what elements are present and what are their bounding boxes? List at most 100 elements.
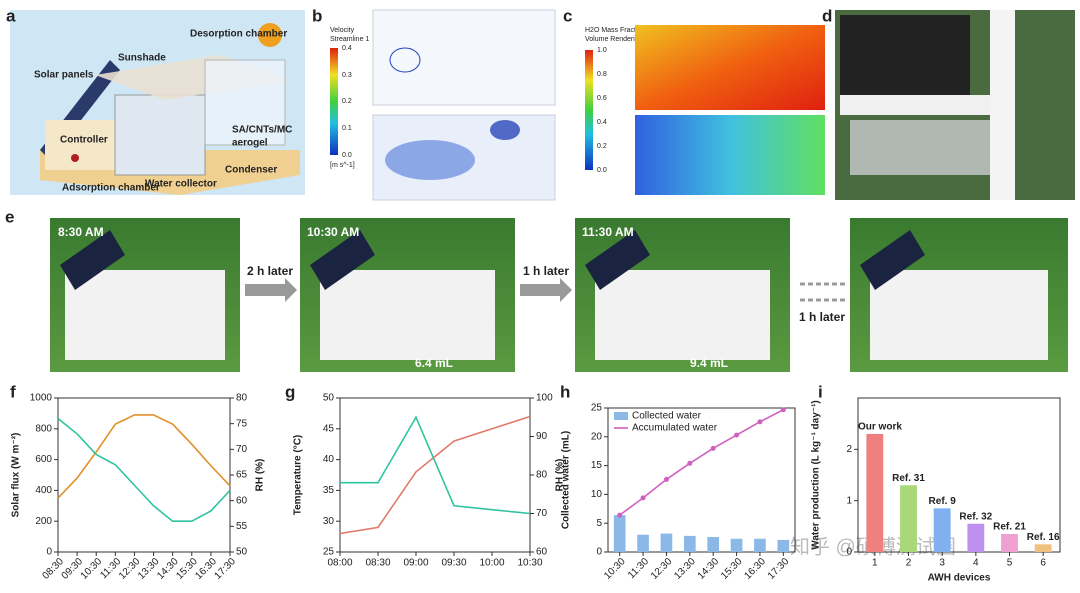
y2-axis-label: RH (%)	[555, 459, 566, 492]
y2-tick-label: 75	[236, 418, 248, 429]
solar-panel	[585, 230, 650, 290]
devices	[65, 270, 1048, 360]
x-tick-label: 12:30	[649, 556, 675, 582]
y2-tick-label: 50	[236, 547, 248, 558]
time-label: 11:30 AM	[582, 225, 634, 239]
y2-tick-label: 80	[236, 393, 248, 404]
device	[870, 270, 1048, 360]
colorbar-tick: 0.6	[597, 95, 607, 102]
y-tick-label: 5	[596, 518, 602, 529]
y-tick-label: 25	[591, 403, 603, 414]
colorbar-tick: 1.0	[597, 47, 607, 54]
colorbar-tick: 0.2	[342, 98, 352, 105]
volume-label: 6.4 mL	[415, 356, 453, 370]
vortex	[490, 120, 520, 140]
x-tick-label: 4	[973, 558, 979, 569]
label: Solar panels	[34, 70, 94, 81]
photo-part	[990, 10, 1015, 200]
bar	[866, 433, 884, 552]
device	[320, 270, 495, 360]
colorbar-tick: 0.1	[342, 125, 352, 132]
photo-part	[840, 95, 1000, 115]
colorbar-tick: 0.3	[342, 72, 352, 79]
y-tick-label: 1	[846, 495, 852, 506]
colorbar-tick: 0.4	[597, 119, 607, 126]
x-tick-label: 10:30	[602, 556, 628, 582]
line-marker	[757, 419, 763, 425]
x-tick-label: 17:30	[213, 556, 239, 582]
line-marker	[617, 512, 623, 518]
x-tick-label: 09:00	[403, 558, 428, 569]
bar	[730, 538, 743, 552]
solar-panel	[60, 230, 125, 290]
colorbar	[330, 48, 338, 155]
y2-tick-label: 60	[536, 547, 548, 558]
bar	[777, 539, 790, 552]
y-tick-label: 400	[35, 485, 52, 496]
device	[65, 270, 225, 360]
bar	[1034, 544, 1052, 552]
title-line: H2O Mass Fraction	[585, 27, 645, 34]
y-tick-label: 30	[323, 516, 335, 527]
x-axis-label: AWH devices	[928, 573, 991, 584]
colorbar-tick: 0.8	[597, 71, 607, 78]
bar-annotation: Our work	[858, 422, 902, 433]
vortex	[385, 140, 475, 180]
y2-tick-label: 100	[536, 393, 553, 404]
x-tick-label: 5	[1007, 558, 1013, 569]
panel-letter: f	[10, 382, 16, 401]
photo-part	[850, 120, 990, 175]
y-tick-label: 10	[591, 489, 603, 500]
x-tick-label: 08:00	[327, 558, 352, 569]
controller-box	[45, 120, 115, 170]
device	[595, 270, 770, 360]
colorbar	[585, 50, 593, 170]
y-tick-label: 0	[846, 547, 852, 558]
y-tick-label: 2	[846, 444, 852, 455]
y2-tick-label: 70	[536, 508, 548, 519]
vortex	[389, 47, 421, 73]
panel-letter: c	[563, 6, 572, 25]
colorbar-tick: 0.0	[342, 152, 352, 159]
y-tick-label: 25	[323, 547, 335, 558]
x-tick-label: 2	[906, 558, 912, 569]
plot-frame	[857, 397, 1061, 553]
x-tick-label: 09:30	[441, 558, 466, 569]
y-tick-label: 0	[596, 547, 602, 558]
y2-axis-label: RH (%)	[255, 459, 266, 492]
photo-part	[840, 15, 970, 95]
arrow-label: 2 h later	[247, 264, 293, 278]
line	[619, 409, 784, 516]
bar	[967, 523, 985, 552]
label: Condenser	[225, 165, 277, 176]
panel-letter: b	[312, 6, 322, 25]
bar	[754, 538, 766, 552]
flow-field	[372, 9, 556, 106]
panel-letter: e	[5, 207, 14, 226]
label: Adsorption chamber	[62, 183, 160, 194]
bar	[707, 537, 720, 552]
button	[71, 154, 79, 162]
x-tick-label: 15:30	[719, 556, 745, 582]
solar-panel	[310, 230, 375, 290]
line	[339, 415, 531, 535]
y-tick-label: 50	[323, 393, 335, 404]
arrow-label: 1 h later	[799, 310, 845, 324]
bar-annotation: Ref. 32	[959, 511, 992, 522]
panel-letter: a	[6, 6, 16, 25]
panel-letter: i	[818, 382, 823, 401]
y-tick-label: 15	[591, 460, 603, 471]
title-line: Volume Rendering 1	[585, 36, 649, 43]
plot-frame	[607, 407, 796, 553]
y-axis-label: Water production (L kg⁻¹ day⁻¹)	[811, 400, 822, 549]
y-tick-label: 20	[591, 431, 603, 442]
label: Controller	[60, 135, 108, 146]
chamber	[114, 94, 206, 176]
bar	[613, 515, 626, 552]
time-label: 8:30 AM	[58, 225, 104, 239]
x-tick-label: 14:30	[696, 556, 722, 582]
legend-label: Collected water	[632, 411, 702, 422]
line	[340, 415, 531, 515]
x-tick-label: 6	[1040, 558, 1046, 569]
line	[57, 414, 231, 499]
